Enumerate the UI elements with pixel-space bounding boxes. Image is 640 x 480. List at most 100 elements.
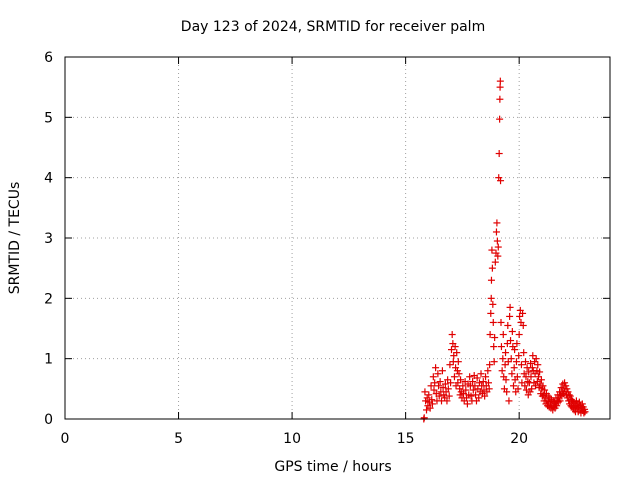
data-point — [553, 402, 561, 410]
data-point — [455, 370, 463, 378]
data-point — [534, 373, 542, 381]
data-point — [496, 95, 504, 103]
data-point — [495, 150, 503, 158]
data-point — [572, 397, 580, 405]
data-point — [427, 382, 435, 390]
data-point — [446, 361, 454, 369]
data-point — [420, 414, 428, 422]
y-tick-label: 3 — [44, 231, 53, 247]
data-point — [490, 343, 498, 351]
data-point — [505, 397, 513, 405]
data-point — [522, 358, 530, 366]
data-point — [453, 367, 461, 375]
data-point — [490, 358, 498, 366]
data-point — [485, 379, 493, 387]
data-point — [510, 364, 518, 372]
data-point — [497, 177, 505, 185]
data-point — [565, 391, 573, 399]
data-point — [484, 367, 492, 375]
data-point — [485, 385, 493, 393]
grid-lines — [65, 57, 610, 419]
data-point — [519, 309, 527, 317]
data-point — [513, 340, 521, 348]
data-point — [511, 346, 519, 354]
data-point — [528, 385, 536, 393]
data-point — [497, 343, 505, 351]
data-point — [528, 364, 536, 372]
data-point — [518, 379, 526, 387]
data-point — [493, 219, 501, 227]
data-points — [420, 77, 589, 423]
data-point — [423, 394, 431, 402]
data-point — [531, 358, 539, 366]
data-point — [494, 252, 502, 260]
data-point — [497, 318, 505, 326]
data-point — [534, 361, 542, 369]
data-point — [514, 385, 522, 393]
data-point — [504, 321, 512, 329]
data-point — [428, 400, 436, 408]
data-point — [527, 373, 535, 381]
data-point — [566, 392, 574, 400]
data-point — [482, 373, 490, 381]
data-point — [536, 368, 544, 376]
data-point — [439, 384, 447, 392]
data-point — [521, 382, 529, 390]
data-point — [456, 385, 464, 393]
data-point — [529, 352, 537, 360]
data-point — [422, 397, 430, 405]
data-point — [463, 400, 471, 408]
data-point — [561, 379, 569, 387]
data-point — [448, 331, 456, 339]
data-point — [501, 361, 509, 369]
y-tick-label: 6 — [44, 50, 53, 66]
x-tick-label: 20 — [510, 431, 528, 447]
data-point — [515, 331, 523, 339]
data-point — [471, 382, 479, 390]
data-point — [487, 294, 495, 302]
data-point — [493, 237, 501, 245]
data-point — [492, 228, 500, 236]
data-point — [512, 358, 520, 366]
data-point — [522, 386, 530, 394]
data-point — [513, 373, 521, 381]
data-point — [496, 77, 504, 85]
data-point — [530, 379, 538, 387]
chart-title: Day 123 of 2024, SRMTID for receiver pal… — [181, 19, 485, 35]
data-point — [459, 382, 467, 390]
data-point — [562, 382, 570, 390]
y-tick-label: 1 — [44, 352, 53, 368]
data-point — [494, 243, 502, 251]
data-point — [516, 312, 524, 320]
data-point — [491, 258, 499, 266]
data-point — [469, 386, 477, 394]
data-point — [450, 352, 458, 360]
data-point — [486, 331, 494, 339]
data-point — [441, 380, 449, 388]
data-point — [481, 392, 489, 400]
data-point — [486, 361, 494, 369]
data-point — [421, 388, 429, 396]
data-point — [447, 346, 455, 354]
data-point — [428, 396, 436, 404]
y-tick-label: 2 — [44, 291, 53, 307]
data-point — [479, 378, 487, 386]
data-point — [430, 386, 438, 394]
data-point — [499, 355, 507, 363]
data-point — [436, 378, 444, 386]
data-point — [503, 388, 511, 396]
data-point — [475, 394, 483, 402]
data-point — [502, 376, 510, 384]
plot-frame — [64, 56, 611, 420]
x-tick-label: 15 — [397, 431, 415, 447]
data-point — [515, 352, 523, 360]
data-point — [444, 376, 452, 384]
data-point — [564, 388, 572, 396]
data-point — [504, 358, 512, 366]
data-point — [526, 388, 534, 396]
data-point — [520, 349, 528, 357]
data-point — [435, 382, 443, 390]
data-point — [460, 390, 468, 398]
data-point — [447, 379, 455, 387]
